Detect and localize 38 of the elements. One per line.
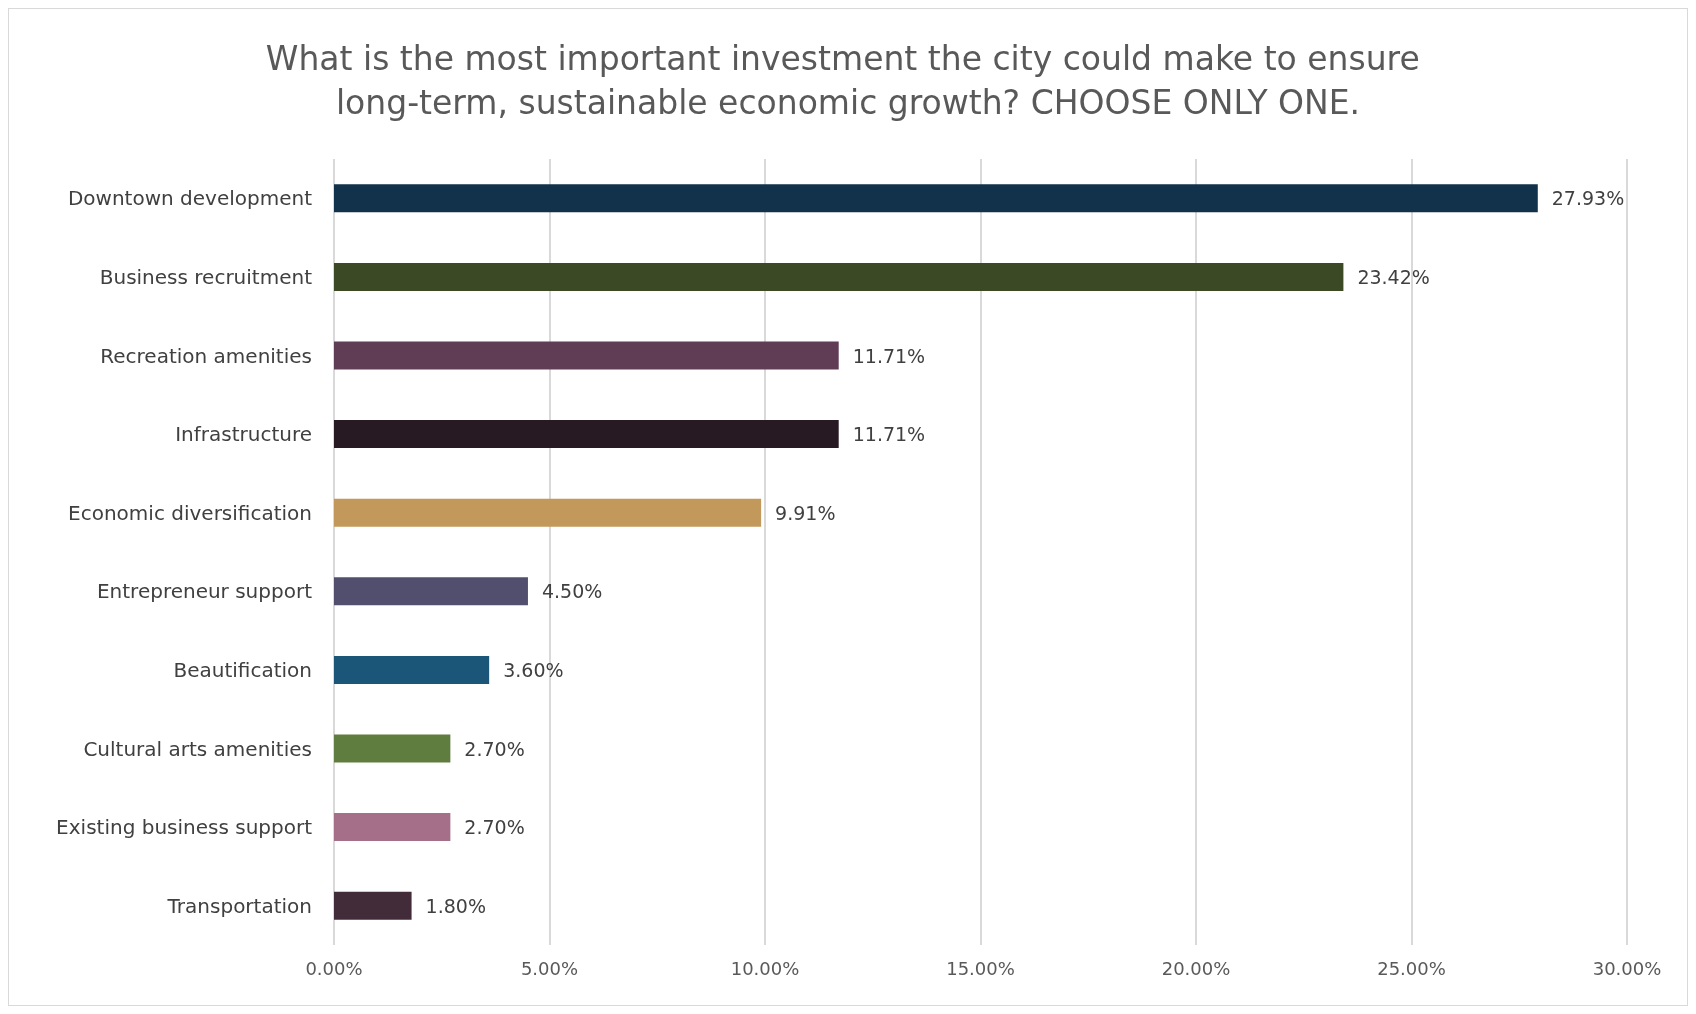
y-tick-label: Entrepreneur support xyxy=(96,579,313,604)
bar xyxy=(334,184,1538,213)
y-tick-label: Recreation amenities xyxy=(100,343,312,368)
bar xyxy=(334,577,528,606)
y-tick-label: Existing business support xyxy=(56,815,313,840)
x-tick-label: 25.00% xyxy=(1377,957,1446,979)
data-label: 23.42% xyxy=(1357,265,1430,288)
data-label: 27.93% xyxy=(1551,187,1625,210)
y-tick-label: Cultural arts amenities xyxy=(83,736,312,761)
bar xyxy=(334,262,1344,291)
x-tick-label: 0.00% xyxy=(305,957,363,979)
bar xyxy=(334,420,839,449)
x-tick-label: 5.00% xyxy=(520,957,579,979)
x-tick-label: 20.00% xyxy=(1161,957,1231,979)
data-label: 2.70% xyxy=(464,816,525,839)
bar xyxy=(334,734,451,763)
bar xyxy=(334,891,412,920)
y-tick-label: Downtown development xyxy=(67,186,313,211)
bar xyxy=(334,498,762,527)
y-tick-label: Business recruitment xyxy=(99,264,313,289)
data-label: 11.71% xyxy=(852,423,926,446)
data-label: 1.80% xyxy=(425,894,486,917)
x-tick-label: 10.00% xyxy=(730,957,800,979)
data-label: 11.71% xyxy=(852,344,926,367)
y-tick-label: Infrastructure xyxy=(175,422,312,447)
y-tick-label: Beautification xyxy=(173,657,312,682)
chart-title: What is the most important investment the city could make to ensure long-term, sustainable economic growth? CHOOSE ONLY ONE. xyxy=(265,38,1431,122)
data-label: 3.60% xyxy=(503,658,564,681)
data-label: 9.91% xyxy=(775,501,836,524)
x-tick-label: 30.00% xyxy=(1592,957,1662,979)
data-label: 2.70% xyxy=(464,737,525,760)
y-tick-label: Transportation xyxy=(166,893,312,918)
data-label: 4.50% xyxy=(541,580,603,603)
y-tick-label: Economic diversification xyxy=(68,500,312,525)
bar xyxy=(334,655,490,684)
x-tick-label: 15.00% xyxy=(946,957,1015,979)
bar xyxy=(334,341,839,370)
bar xyxy=(334,813,451,842)
